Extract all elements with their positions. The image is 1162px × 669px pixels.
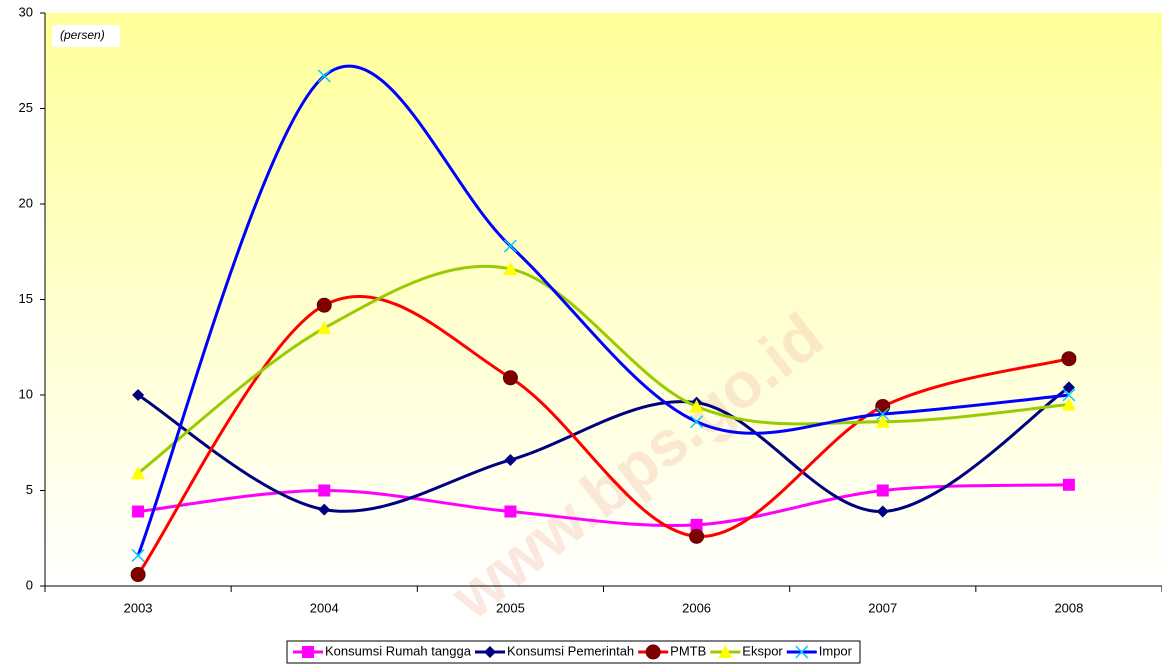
data-point xyxy=(1062,478,1075,491)
y-tick-label: 0 xyxy=(26,577,33,592)
x-tick-label: 2004 xyxy=(310,600,339,615)
data-point xyxy=(875,398,891,414)
data-point xyxy=(1061,397,1076,411)
legend: Konsumsi Rumah tangga Konsumsi Pemerintah… xyxy=(293,643,853,660)
legend-marker xyxy=(795,645,809,659)
data-point xyxy=(130,567,146,583)
series-line xyxy=(137,264,1070,475)
data-point xyxy=(316,297,332,313)
x-tick-label: 2003 xyxy=(124,600,153,615)
data-point xyxy=(1062,388,1076,402)
y-tick-label: 10 xyxy=(19,386,33,401)
legend-label: Konsumsi Pemerintah xyxy=(507,643,634,658)
data-point xyxy=(690,415,704,429)
legend-box xyxy=(286,640,861,664)
legend-marker xyxy=(483,646,496,658)
series-line xyxy=(137,386,1070,514)
data-point xyxy=(503,239,517,253)
data-point xyxy=(690,518,703,531)
legend-label: Impor xyxy=(819,643,853,658)
data-point xyxy=(689,399,704,413)
data-point xyxy=(317,69,331,83)
data-point xyxy=(875,414,890,428)
y-tick-label: 30 xyxy=(19,4,33,19)
legend-marker xyxy=(302,646,315,658)
x-tick-label: 2008 xyxy=(1054,600,1083,615)
x-tick-label: 2007 xyxy=(868,600,897,615)
data-point xyxy=(503,261,518,275)
data-point xyxy=(504,505,517,518)
y-tick-label: 5 xyxy=(26,482,33,497)
legend-marker xyxy=(718,645,733,658)
y-tick-label: 20 xyxy=(19,195,33,210)
data-point xyxy=(132,505,145,518)
data-point xyxy=(502,370,518,386)
x-tick-label: 2006 xyxy=(682,600,711,615)
legend-marker xyxy=(645,644,661,660)
series-line xyxy=(137,483,1069,528)
data-point xyxy=(876,484,889,497)
annotation-box xyxy=(52,25,120,47)
annotation: (persen) xyxy=(60,28,105,42)
data-point xyxy=(318,484,331,497)
data-point xyxy=(131,548,145,562)
plot-area xyxy=(45,13,1162,586)
data-point xyxy=(876,505,889,518)
data-point xyxy=(132,389,145,401)
legend-label: Ekspor xyxy=(742,643,783,658)
data-point xyxy=(504,453,517,466)
legend-label: PMTB xyxy=(670,643,706,658)
data-point xyxy=(876,407,890,421)
data-point xyxy=(318,503,331,516)
data-point xyxy=(131,466,146,480)
data-point xyxy=(689,528,705,544)
data-point xyxy=(317,321,332,335)
y-tick-label: 15 xyxy=(19,291,33,306)
data-point xyxy=(1062,381,1075,394)
legend-label: Konsumsi Rumah tangga xyxy=(325,643,472,658)
y-tick-label: 25 xyxy=(19,100,33,115)
x-tick-label: 2005 xyxy=(496,600,525,615)
data-point xyxy=(1061,351,1077,367)
